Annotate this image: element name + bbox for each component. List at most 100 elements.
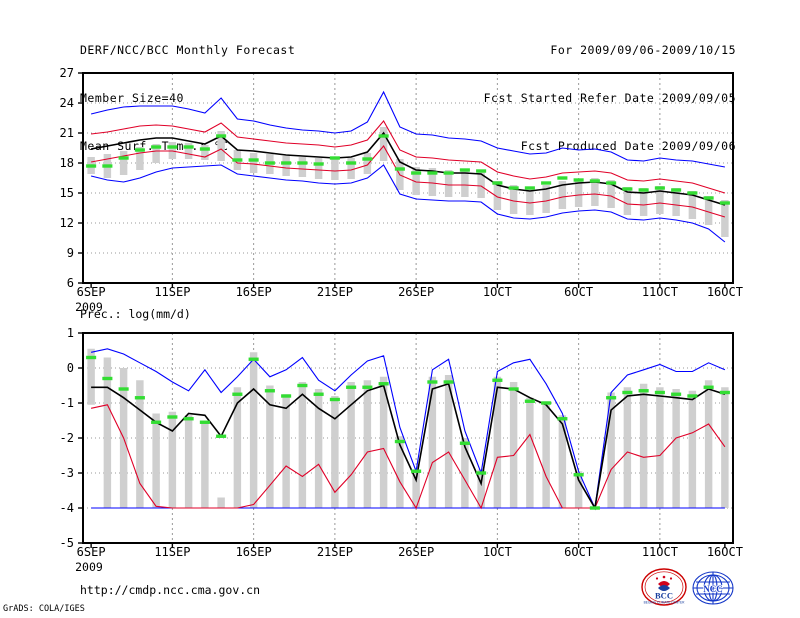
x-axis-label: 6OCT [564,545,593,559]
ensemble-spread-bar [168,411,177,508]
x-axis-label: 11SEP [154,545,190,559]
y-axis-label: 0 [67,361,74,375]
ensemble-spread-bar [526,397,534,508]
x-axis-label: 1OCT [483,545,512,559]
ensemble-spread-bar [558,181,567,209]
ensemble-spread-bar [688,191,697,219]
ensemble-spread-bar [656,186,664,214]
ensemble-spread-bar [672,188,680,216]
x-axis-label: 6OCT [564,285,593,299]
ensemble-spread-bar [396,436,404,508]
ensemble-spread-bar [119,151,128,175]
ensemble-spread-bar [201,420,209,508]
ensemble-spread-bar [217,131,225,161]
ensemble-spread-bar [87,348,95,405]
ensemble-spread-bar [461,170,469,197]
precipitation-panel: -5 -4 -3 -2 -1 0 1 6SEP 11SEP 16SEP 21SEP 26SEP 1OCT… [0,320,800,560]
ncc-logo-text: NCC [703,584,723,594]
ensemble-spread-bar [282,394,290,508]
ensemble-spread-bar [574,471,583,508]
series-line-mean [91,382,726,511]
y-axis-label: -5 [60,536,74,550]
y-axis-label: 18 [60,156,74,170]
x-axis-label: 16OCT [707,285,743,299]
series-line-max [90,348,726,510]
y-axis-label: -2 [60,431,74,445]
ensemble-spread-bar [314,158,323,179]
plot-frame [82,72,734,284]
ensemble-spread-bar [152,144,160,163]
series-line-max [90,90,725,168]
ensemble-spread-bar [282,156,290,176]
ensemble-spread-bar [607,180,615,208]
ensemble-spread-bar [184,415,193,508]
y-axis-label: 9 [67,246,74,260]
temperature-panel: 6 9 12 15 18 21 24 27 6SEP 11SEP 16SEP 21SEP 26SEP 1O… [0,0,800,300]
chart-title: DERF/NCC/BCC Monthly Forecast [80,43,296,57]
ensemble-spread-bar [704,196,713,225]
header-right-block: For 2009/09/06-2009/10/15 Fcst Started R… [484,10,736,170]
ensemble-spread-bar [363,153,372,174]
ensemble-spread-bar [461,438,469,508]
ensemble-spread-bar [249,153,258,173]
y-axis-label: 1 [67,326,74,340]
ensemble-spread-bar [363,380,372,508]
x-axis-label: 16SEP [236,545,272,559]
ensemble-spread-bar [314,389,323,508]
ensemble-spread-bar [721,387,729,508]
ensemble-spread-bar [152,413,160,508]
ensemble-spread-bar [509,382,518,508]
ensemble-spread-bar [103,357,112,508]
series-line-lower_quartile [91,145,726,218]
ensemble-spread-bar [493,376,502,508]
ensemble-spread-bar [379,376,388,508]
ensemble-spread-bar [331,159,339,180]
ensemble-spread-bar [639,188,648,216]
y-axis-label: -4 [60,501,74,515]
ensemble-spread-bar [477,171,485,198]
ensemble-spread-bar [721,200,729,237]
y-axis-label: 6 [67,276,74,290]
y-axis-label: -1 [60,396,74,410]
x-axis-label: 1OCT [483,285,512,299]
series-line-lower [90,404,726,510]
ensemble-spread-bar [639,383,648,508]
ensemble-spread-bar [428,168,437,196]
ensemble-spread-bar [298,382,307,508]
x-axis-label: 11OCT [642,545,678,559]
series-line-upper_quartile [91,120,726,194]
website-url[interactable]: http://cmdp.ncc.cma.gov.cn [80,583,261,597]
ensemble-spread-bar [623,187,632,215]
ensemble-spread-bar [136,147,144,170]
y-axis-label: 24 [60,96,74,110]
forecast-range-label: For 2009/09/06-2009/10/15 [550,43,736,57]
ensemble-spread-bar [298,157,307,177]
ensemble-spread-bar [542,401,550,508]
ensemble-spread-bar [526,187,534,215]
ensemble-spread-bar [201,145,209,160]
ensemble-spread-bar [623,387,632,508]
ensemble-spread-bar [656,387,664,508]
ensemble-spread-bar [136,380,144,508]
x-axis-label: 11OCT [642,285,678,299]
ensemble-spread-bar [558,415,567,508]
ensemble-spread-bar [607,392,615,508]
ensemble-spread-bar [233,387,242,508]
ensemble-spread-bar [672,389,680,508]
y-axis-label: -3 [60,466,74,480]
y-axis-label: 27 [60,66,74,80]
ensemble-spread-bar [509,185,518,214]
x-axis-label: 6SEP [77,545,106,559]
ensemble-spread-bar [184,143,193,159]
ensemble-spread-bar [331,396,339,508]
ensemble-spread-bar [379,127,388,161]
ensemble-spread-bar [347,382,355,508]
ensemble-spread-bar [574,179,583,207]
series-line-min [90,164,726,243]
x-axis-label: 26SEP [398,285,434,299]
x-axis-label: 21SEP [317,285,353,299]
precipitation-axis-year: 2009 [75,560,103,574]
ensemble-spread-bar [688,390,697,508]
y-axis-label: 15 [60,186,74,200]
